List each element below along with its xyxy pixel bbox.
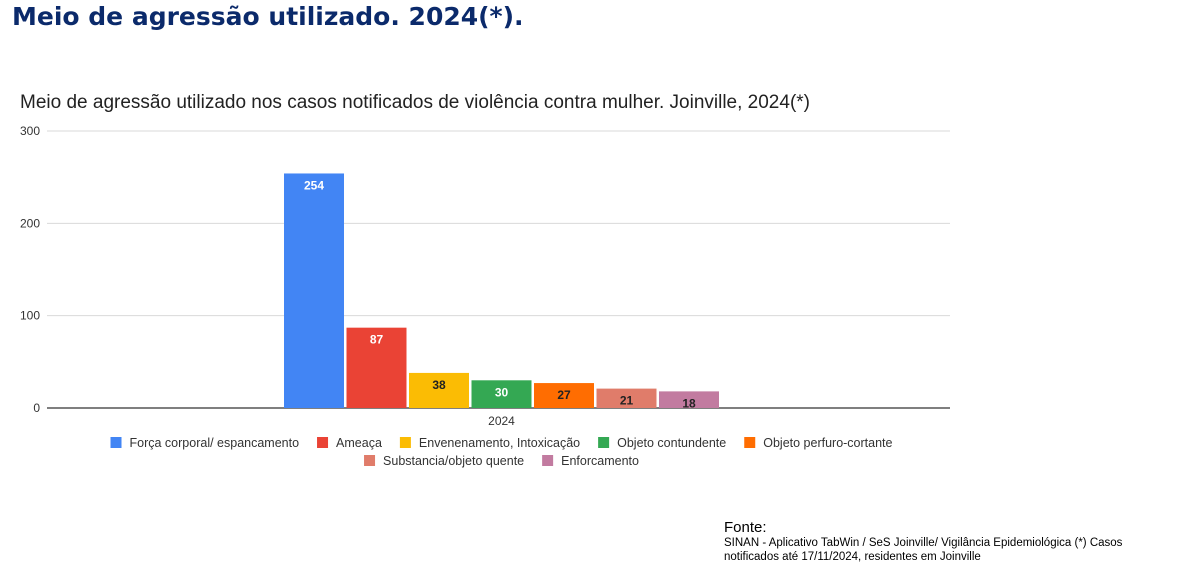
source-line-1: SINAN - Aplicativo TabWin / SeS Joinvill… [724, 537, 1123, 549]
bar [471, 380, 532, 408]
legend-swatch [542, 455, 554, 466]
source-line-2: notificados até 17/11/2024, residentes e… [724, 551, 981, 563]
legend-swatch [744, 437, 756, 448]
legend-item: Envenenamento, Intoxicação [399, 436, 580, 450]
legend-item: Objeto contundente [598, 436, 726, 450]
bar-data-label: 18 [682, 396, 696, 410]
y-tick-label: 100 [20, 309, 40, 323]
page-title: Meio de agressão utilizado. 2024(*). [12, 2, 524, 31]
bar [534, 383, 594, 408]
bar-chart: Meio de agressão utilizado nos casos not… [20, 92, 950, 468]
legend-label: Objeto perfuro-cortante [763, 436, 892, 450]
legend-label: Objeto contundente [617, 436, 726, 450]
bar-data-label: 27 [557, 388, 571, 402]
bar [596, 388, 657, 408]
bar-data-label: 254 [304, 178, 324, 192]
legend-item: Objeto perfuro-cortante [744, 436, 893, 450]
y-tick-label: 200 [20, 216, 40, 230]
source-label: Fonte: [724, 519, 767, 536]
source-note: Fonte: SINAN - Aplicativo TabWin / SeS J… [724, 519, 1194, 564]
legend-swatch [110, 437, 122, 448]
legend-item: Substancia/objeto quente [364, 454, 524, 468]
legend-label: Envenenamento, Intoxicação [419, 436, 580, 450]
bar [346, 327, 407, 408]
bar-data-label: 30 [495, 385, 509, 399]
legend-label: Força corporal/ espancamento [130, 436, 300, 450]
legend-swatch [598, 437, 610, 448]
legend-item: Enforcamento [542, 454, 639, 468]
bar [659, 391, 719, 408]
chart-title: Meio de agressão utilizado nos casos not… [20, 92, 810, 113]
legend-swatch [399, 437, 411, 448]
bar [284, 173, 344, 408]
legend-swatch [317, 437, 329, 448]
legend-label: Substancia/objeto quente [383, 454, 524, 468]
bar [409, 372, 469, 408]
x-tick-label: 2024 [488, 414, 515, 428]
bar-data-label: 38 [432, 378, 446, 392]
legend-item: Força corporal/ espancamento [110, 436, 300, 450]
legend-label: Enforcamento [561, 454, 639, 468]
y-tick-label: 0 [33, 401, 40, 415]
legend-label: Ameaça [336, 436, 382, 450]
y-tick-label: 300 [20, 124, 40, 138]
legend-swatch [364, 455, 376, 466]
legend-item: Ameaça [317, 436, 382, 450]
legend-row: Força corporal/ espancamento Ameaça Envene… [110, 436, 893, 450]
legend-row: Substancia/objeto quente Enforcamento [364, 454, 639, 468]
bar-data-label: 87 [370, 333, 384, 347]
bar-data-label: 21 [620, 394, 634, 408]
